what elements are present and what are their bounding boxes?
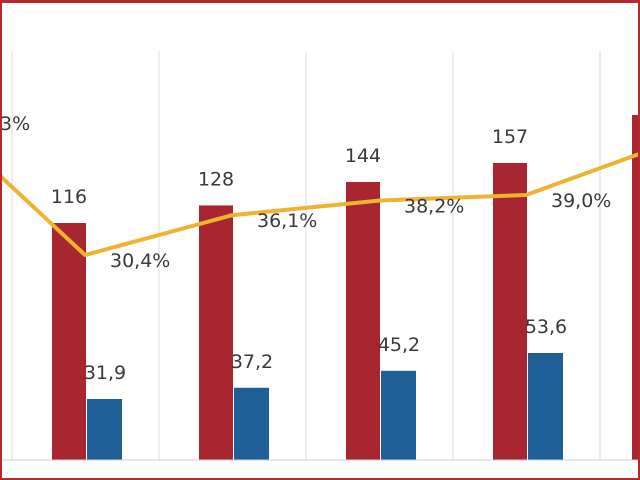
bar-secondary-label: 37,2 [231,351,273,373]
bar-secondary [87,399,122,460]
line-label: 30,4% [110,250,170,272]
bar-secondary [528,353,563,460]
bar-primary-label: 157 [492,126,528,148]
bar-primary [346,182,380,460]
bar-secondary-label: 53,6 [525,316,567,338]
bar-secondary [381,370,416,460]
line-series [2,152,638,257]
bar-primary [493,163,527,460]
line-label: 39,0% [551,190,611,212]
line-label: 3% [2,113,30,135]
bar-primary [52,223,86,460]
bar-primary [632,115,638,460]
bar-primary [199,205,233,460]
bar-primary-label: 128 [198,168,234,190]
bar-secondary [234,387,269,460]
line-label: 38,2% [404,196,464,218]
bar-secondary-label: 31,9 [84,362,126,384]
bar-primary-label: 144 [345,145,381,167]
combo-chart: 11631,912837,214445,215753,613%30,4%36,1… [2,51,638,461]
bar-primary-label: 116 [51,186,87,208]
bar-secondary-label: 45,2 [378,334,420,356]
line-label: 36,1% [257,210,317,232]
